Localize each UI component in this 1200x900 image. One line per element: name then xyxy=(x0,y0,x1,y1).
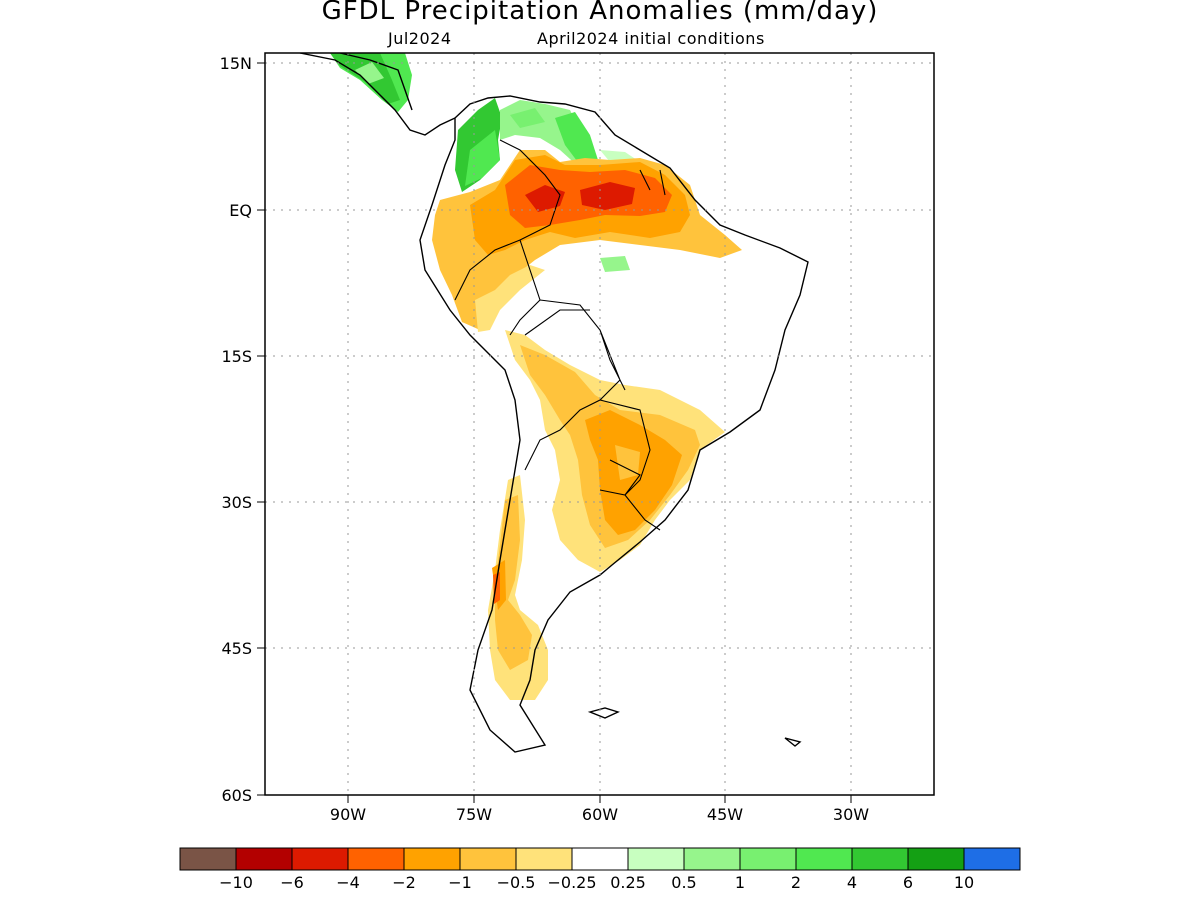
legend-label: 0.25 xyxy=(610,873,646,892)
legend-swatch xyxy=(907,847,965,871)
lon-label-90w: 90W xyxy=(330,805,366,824)
legend-label: −1 xyxy=(448,873,472,892)
legend-label: −4 xyxy=(336,873,360,892)
chart-title: GFDL Precipitation Anomalies (mm/day) xyxy=(321,0,879,26)
lon-label-60w: 60W xyxy=(582,805,618,824)
subtitle-initial-conditions: April2024 initial conditions xyxy=(537,29,765,48)
legend-swatch xyxy=(963,847,1021,871)
south-america-coastline xyxy=(419,95,809,753)
legend-swatch xyxy=(403,847,461,871)
lon-label-75w: 75W xyxy=(456,805,492,824)
lat-label-60s: 60S xyxy=(221,786,252,805)
northern-amazon-extreme-dry xyxy=(525,182,635,212)
lat-label-15n: 15N xyxy=(220,54,252,73)
lon-label-30w: 30W xyxy=(833,805,869,824)
legend-swatch xyxy=(179,847,237,871)
legend-label: −2 xyxy=(392,873,416,892)
latitude-axis: 15N EQ 15S 30S 45S 60S xyxy=(220,54,265,805)
country-borders xyxy=(454,139,666,531)
legend-swatch xyxy=(683,847,741,871)
legend-label: 1 xyxy=(735,873,745,892)
legend-swatch xyxy=(235,847,293,871)
subtitle-month: Jul2024 xyxy=(388,29,452,48)
legend-swatch xyxy=(851,847,909,871)
central-america-coastline xyxy=(299,53,456,136)
legend-swatch xyxy=(627,847,685,871)
legend-label: −6 xyxy=(280,873,304,892)
legend-label: −10 xyxy=(219,873,253,892)
legend-swatch xyxy=(795,847,853,871)
legend-swatch xyxy=(571,847,629,871)
legend-swatch xyxy=(515,847,573,871)
lat-label-eq: EQ xyxy=(229,201,252,220)
legend-label: 2 xyxy=(791,873,801,892)
legend-label: −0.25 xyxy=(547,873,596,892)
legend-swatch xyxy=(347,847,405,871)
central-dry-strong-patch xyxy=(615,445,640,480)
legend-swatch xyxy=(739,847,797,871)
lat-label-15s: 15S xyxy=(221,347,252,366)
colombia-moist-fringe xyxy=(465,130,500,186)
lon-label-45w: 45W xyxy=(707,805,743,824)
south-georgia xyxy=(784,737,802,747)
legend-label: 4 xyxy=(847,873,857,892)
legend-swatch xyxy=(459,847,517,871)
venezuela-wet-core xyxy=(555,112,598,165)
legend-boxes xyxy=(179,847,1021,871)
venezuela-moist-fringe xyxy=(510,108,545,128)
legend-label: 6 xyxy=(903,873,913,892)
northern-amazon-dry-fringe xyxy=(475,265,545,332)
legend-label: 0.5 xyxy=(671,873,696,892)
longitude-axis: 90W 75W 60W 45W 30W xyxy=(330,795,869,824)
legend-swatch xyxy=(291,847,349,871)
lat-label-45s: 45S xyxy=(221,639,252,658)
legend-label: −0.5 xyxy=(497,873,536,892)
amazon-light-moist-patch xyxy=(600,256,630,272)
coastlines xyxy=(299,53,809,753)
central-america-moist-fringe xyxy=(355,62,384,84)
legend-label: 10 xyxy=(954,873,974,892)
legend-labels: −10 −6 −4 −2 −1 −0.5 −0.25 0.25 0.5 1 2 4 6 10 xyxy=(219,873,974,892)
lat-label-30s: 30S xyxy=(221,493,252,512)
